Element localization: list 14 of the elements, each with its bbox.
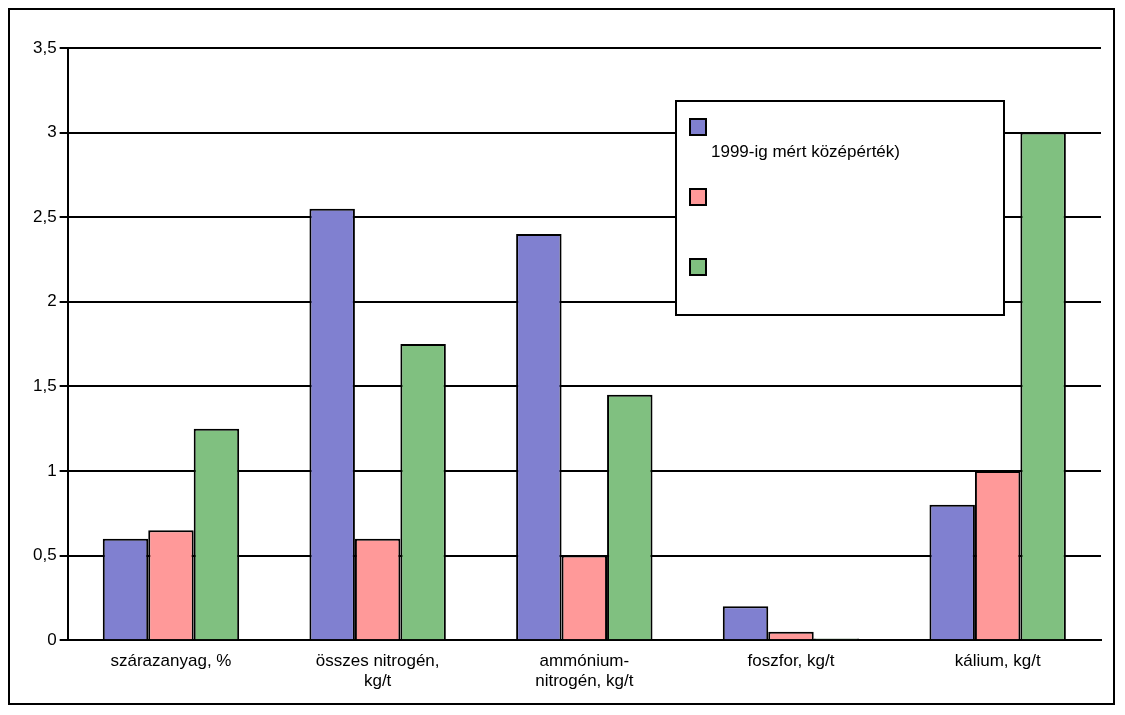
x-tick-label: kálium, kg/t [954, 651, 1041, 671]
y-tick-label: 3,5 [32, 37, 57, 57]
legend-label: 1999-ig mért középérték) [711, 142, 900, 162]
y-tick-label: 0 [47, 629, 57, 649]
y-tick-label: 3 [47, 122, 57, 142]
y-tick-label: 2 [47, 291, 57, 311]
y-tick-label: 1 [47, 460, 57, 480]
x-tick-label: ammónium-nitrogén, kg/t [535, 651, 634, 691]
y-tick-label: 0,5 [32, 545, 57, 565]
x-tick-label: összes nitrogén, kg/t [315, 651, 440, 691]
y-tick-label: 1,5 [32, 376, 57, 396]
x-tick-label: szárazanyag, % [110, 651, 232, 671]
x-tick-label: foszfor, kg/t [747, 651, 835, 671]
y-tick-label: 2,5 [32, 206, 57, 226]
